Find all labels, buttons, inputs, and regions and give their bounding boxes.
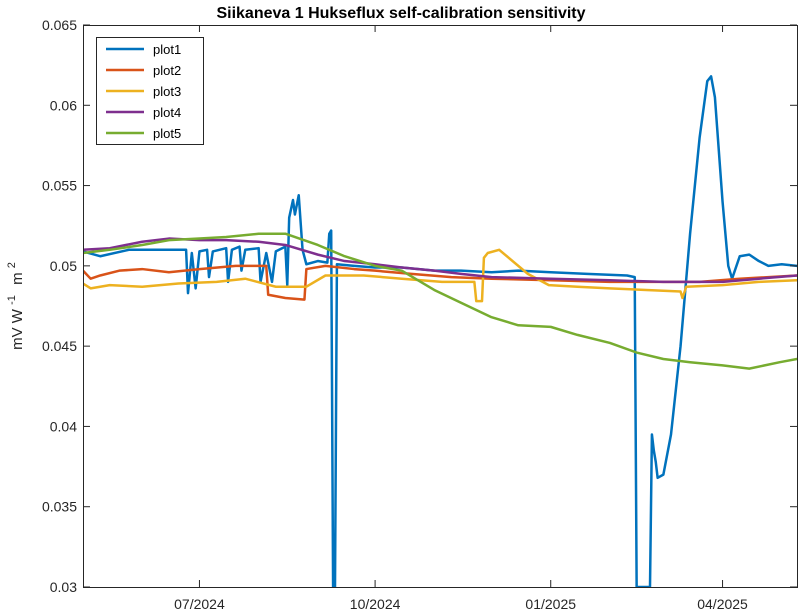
- x-tick-label: 01/2025: [525, 596, 576, 612]
- y-axis-label-sup2: 2: [6, 262, 18, 268]
- series-line-plot3: [83, 248, 797, 303]
- y-tick-label: 0.05: [50, 258, 77, 274]
- y-tick-label: 0.035: [42, 499, 77, 515]
- legend: plot1 plot2 plot3 plot4 plot5: [96, 37, 204, 145]
- legend-label-plot3: plot3: [153, 84, 181, 99]
- y-axis-ticks: 0.03 0.035 0.04 0.045 0.05 0.055 0.06 0.065: [42, 17, 797, 595]
- y-axis-label-sup1: -1: [6, 295, 18, 305]
- y-tick-label: 0.06: [50, 97, 77, 113]
- series-line-plot2: [83, 264, 797, 301]
- x-tick-label: 07/2024: [174, 596, 225, 612]
- x-tick-label: 10/2024: [350, 596, 401, 612]
- y-axis-label-text: mV W: [9, 308, 26, 350]
- y-tick-label: 0.03: [50, 579, 77, 595]
- legend-label-plot4: plot4: [153, 105, 181, 120]
- y-tick-label: 0.04: [50, 418, 77, 434]
- x-axis-ticks: 07/2024 10/2024 01/2025 04/2025: [174, 25, 748, 612]
- x-tick-label: 04/2025: [697, 596, 748, 612]
- legend-label-plot2: plot2: [153, 63, 181, 78]
- y-axis-label: mV W -1 m 2: [2, 262, 26, 350]
- legend-label-plot1: plot1: [153, 42, 181, 57]
- y-tick-label: 0.055: [42, 178, 77, 194]
- series-line-plot5: [83, 232, 797, 370]
- y-tick-label: 0.045: [42, 338, 77, 354]
- y-tick-label: 0.065: [42, 17, 77, 33]
- legend-label-plot5: plot5: [153, 126, 181, 141]
- series-group: [83, 75, 797, 587]
- series-line-plot1: [83, 75, 797, 587]
- chart-title: Siikaneva 1 Hukseflux self-calibration s…: [216, 5, 585, 22]
- y-axis-label-text2: m: [9, 272, 26, 285]
- plot-area-frame: [83, 25, 798, 588]
